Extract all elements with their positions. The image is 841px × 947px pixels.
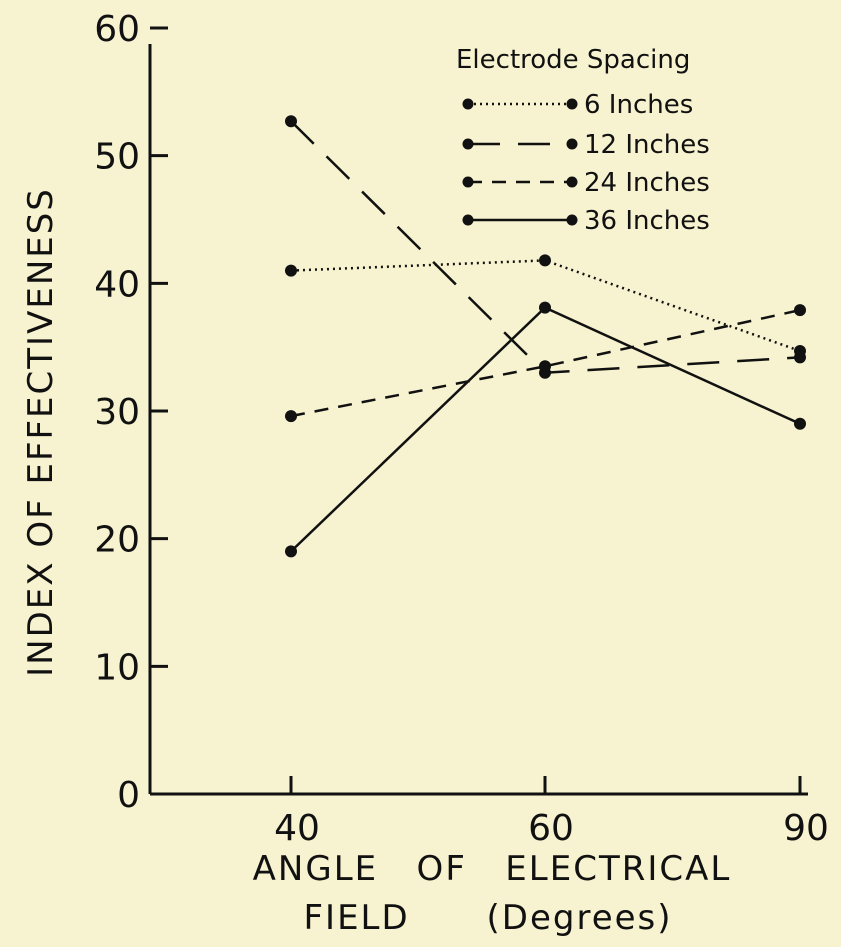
legend-marker <box>566 214 578 226</box>
y-tick-label: 50 <box>94 137 140 178</box>
data-point <box>794 417 806 430</box>
x-axis-title-line1: ANGLE OF ELECTRICAL <box>253 849 732 889</box>
y-tick-label: 0 <box>117 775 140 816</box>
legend-marker <box>462 214 474 226</box>
x-axis-title-line2: FIELD (Degrees) <box>303 898 672 938</box>
legend-marker <box>462 176 474 188</box>
data-point <box>285 264 297 277</box>
legend-marker <box>462 98 474 110</box>
x-tick-label: 60 <box>528 808 574 849</box>
y-tick-label: 40 <box>94 264 140 305</box>
series-line-2 <box>290 120 801 374</box>
data-point <box>285 545 297 558</box>
legend-marker <box>566 98 578 110</box>
data-point <box>539 360 551 373</box>
x-ticks: 40 60 90 <box>274 776 829 849</box>
data-point <box>794 304 806 317</box>
axes <box>148 44 808 796</box>
data-point <box>285 115 297 128</box>
y-ticks: 0 10 20 30 40 50 60 <box>94 9 168 816</box>
y-tick-label: 20 <box>94 520 140 561</box>
legend-marker <box>566 176 578 188</box>
series-line-4 <box>290 306 801 553</box>
series-points <box>285 115 806 558</box>
data-point <box>285 410 297 423</box>
legend-marker <box>462 138 474 150</box>
y-tick-label: 10 <box>94 647 140 688</box>
data-point <box>794 351 806 364</box>
legend-marker <box>566 138 578 150</box>
series-line-1 <box>290 259 801 353</box>
legend-label-4: 36 Inches <box>584 206 710 236</box>
x-tick-label: 40 <box>274 808 320 849</box>
series-line-3 <box>290 308 801 418</box>
x-tick-label: 90 <box>783 808 829 849</box>
data-point <box>539 254 551 267</box>
legend-label-1: 6 Inches <box>584 90 693 120</box>
series-lines <box>290 120 801 553</box>
y-axis-title: INDEX OF EFFECTIVENESS <box>21 187 61 677</box>
legend: Electrode Spacing 6 Inches 12 Inches 24 In… <box>456 45 710 236</box>
legend-label-3: 24 Inches <box>584 168 710 198</box>
legend-label-2: 12 Inches <box>584 130 710 160</box>
y-tick-label: 30 <box>94 392 140 433</box>
data-point <box>539 301 551 314</box>
legend-title: Electrode Spacing <box>456 45 690 75</box>
y-tick-label: 60 <box>94 9 140 50</box>
